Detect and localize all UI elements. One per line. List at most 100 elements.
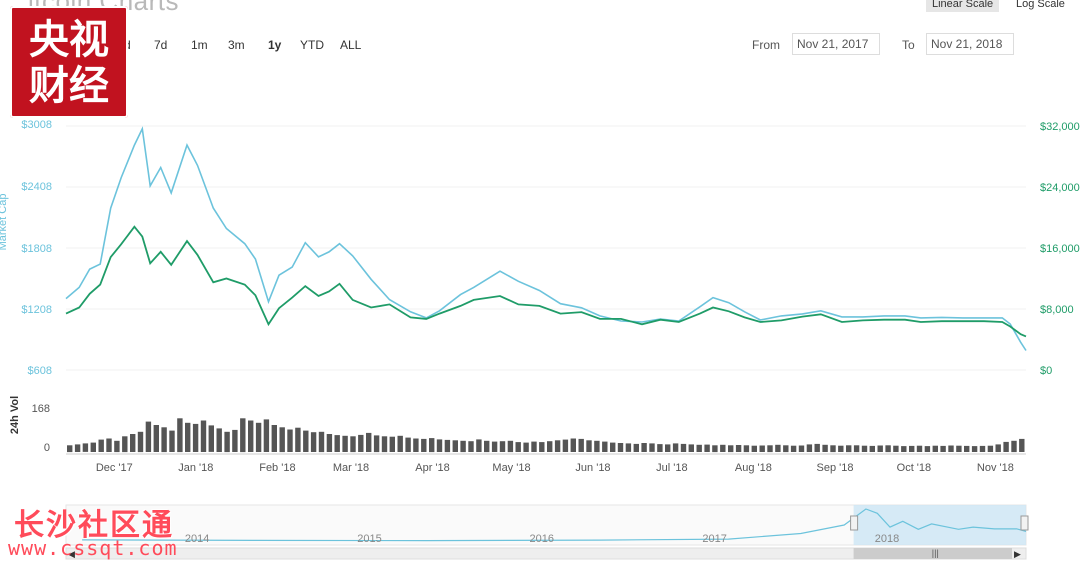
volume-bar: [798, 445, 805, 452]
volume-bar: [67, 445, 73, 453]
volume-bar: [531, 441, 537, 452]
right-tick-32000: $32,000: [1040, 121, 1080, 133]
zoom-button-7d[interactable]: 7d: [154, 38, 168, 52]
volume-bar: [964, 445, 970, 452]
volume-bar: [429, 438, 435, 453]
volume-bar: [153, 425, 159, 452]
navigator-scrollbar-thumb[interactable]: [853, 548, 1012, 559]
volume-bar: [452, 440, 458, 452]
volume-bar: [948, 445, 954, 452]
navigator-handle-left[interactable]: [850, 515, 859, 531]
volume-bar: [161, 427, 167, 453]
volume-bar: [783, 445, 789, 453]
volume-bar: [82, 443, 89, 452]
scroll-left-arrow-icon[interactable]: ◀: [68, 549, 75, 559]
volume-bar: [460, 440, 466, 453]
watermark-site-url: www.cssqt.com: [8, 536, 178, 560]
volume-bar: [106, 438, 112, 452]
right-tick-16000: $16,000: [1040, 243, 1080, 255]
volume-bar: [995, 444, 1001, 452]
volume-bar: [1003, 441, 1009, 452]
volume-bar: [853, 445, 860, 453]
navigator-line: [82, 508, 1027, 542]
volume-bar: [114, 440, 120, 453]
volume-bar: [924, 446, 931, 452]
x-axis-labels: Dec '17 Jan '18 Feb '18 Mar '18 Apr '18 May '…: [96, 462, 1014, 474]
to-date-input[interactable]: Nov 21, 2018: [926, 33, 1014, 55]
price-line: [65, 225, 1027, 338]
volume-bar: [759, 445, 765, 452]
volume-bar: [696, 444, 702, 452]
navigator[interactable]: 2014 2015 2016 2017 2018 ▶ ◀ |||: [65, 504, 1029, 560]
volume-bar: [712, 445, 718, 453]
volume-bar: [381, 436, 388, 453]
volume-bar: [672, 443, 679, 452]
x-tick-label: Sep '18: [817, 462, 854, 474]
scroll-grip-icon[interactable]: |||: [932, 548, 939, 558]
volume-bar: [122, 436, 128, 453]
volume-bar: [358, 434, 364, 452]
volume-bar: [98, 439, 104, 452]
volume-bar: [720, 444, 726, 452]
volume-bar: [232, 429, 238, 452]
volume-bar: [586, 440, 592, 452]
x-tick-label: Jun '18: [575, 462, 610, 474]
volume-bar: [389, 436, 395, 452]
from-label: From: [752, 38, 780, 52]
zoom-button-all[interactable]: ALL: [340, 38, 362, 52]
volume-bar: [334, 435, 340, 452]
x-tick-label: Feb '18: [259, 462, 295, 474]
from-date-input[interactable]: Nov 21, 2017: [792, 33, 880, 55]
x-tick-label: Jul '18: [656, 462, 687, 474]
volume-bar: [665, 444, 671, 452]
watermark-site-name: 长沙社区通: [14, 508, 174, 543]
volume-bar: [846, 445, 852, 453]
volume-bar: [240, 418, 246, 453]
volume-bar: [987, 445, 994, 452]
volume-bar: [562, 439, 569, 452]
scroll-right-arrow-icon[interactable]: ▶: [1014, 549, 1021, 559]
zoom-button-ytd[interactable]: YTD: [300, 38, 324, 52]
volume-bar: [971, 446, 978, 452]
navigator-scrollbar[interactable]: [65, 547, 1027, 560]
volume-bar: [909, 445, 915, 452]
left-axis-label: Market Cap: [0, 194, 9, 251]
volume-bar: [255, 422, 262, 452]
volume-bar: [263, 419, 270, 452]
volume-bar: [657, 444, 663, 452]
volume-bar: [279, 427, 285, 453]
volume-bar: [145, 421, 152, 452]
zoom-button-1m[interactable]: 1m: [191, 38, 208, 52]
volume-bar: [515, 442, 521, 452]
x-tick-label: Apr '18: [415, 462, 450, 474]
volume-bar: [610, 442, 616, 452]
volume-bar: [901, 446, 907, 452]
volume-bar: [200, 420, 207, 452]
volume-bar: [578, 438, 584, 452]
left-tick-1208: $1208: [21, 304, 52, 316]
volume-bar: [594, 440, 600, 453]
volume-bar: [751, 445, 757, 452]
linear-scale-toggle[interactable]: Linear Scale: [926, 0, 1000, 12]
zoom-button-3m[interactable]: 3m: [228, 38, 245, 52]
volume-bar: [303, 430, 309, 452]
volume-bar: [90, 442, 96, 452]
volume-bar: [893, 445, 899, 452]
volume-bar: [318, 431, 325, 453]
navigator-handle-right[interactable]: [1020, 515, 1029, 531]
volume-bar: [476, 439, 482, 452]
navigator-year-label: 2017: [702, 533, 726, 545]
zoom-button-1y[interactable]: 1y: [268, 38, 282, 52]
volume-bar: [421, 438, 427, 452]
volume-bar: [688, 444, 694, 452]
market-cap-line: [65, 126, 1027, 351]
volume-bar: [617, 443, 624, 452]
right-tick-8000: $8,000: [1040, 304, 1074, 316]
volume-bar: [468, 441, 474, 452]
volume-bar: [342, 435, 348, 452]
volume-tick-168: 168: [32, 403, 50, 415]
volume-bar: [507, 440, 514, 453]
volume-bar: [216, 428, 222, 452]
volume-bar: [413, 438, 419, 452]
log-scale-toggle[interactable]: Log Scale: [1016, 0, 1065, 10]
